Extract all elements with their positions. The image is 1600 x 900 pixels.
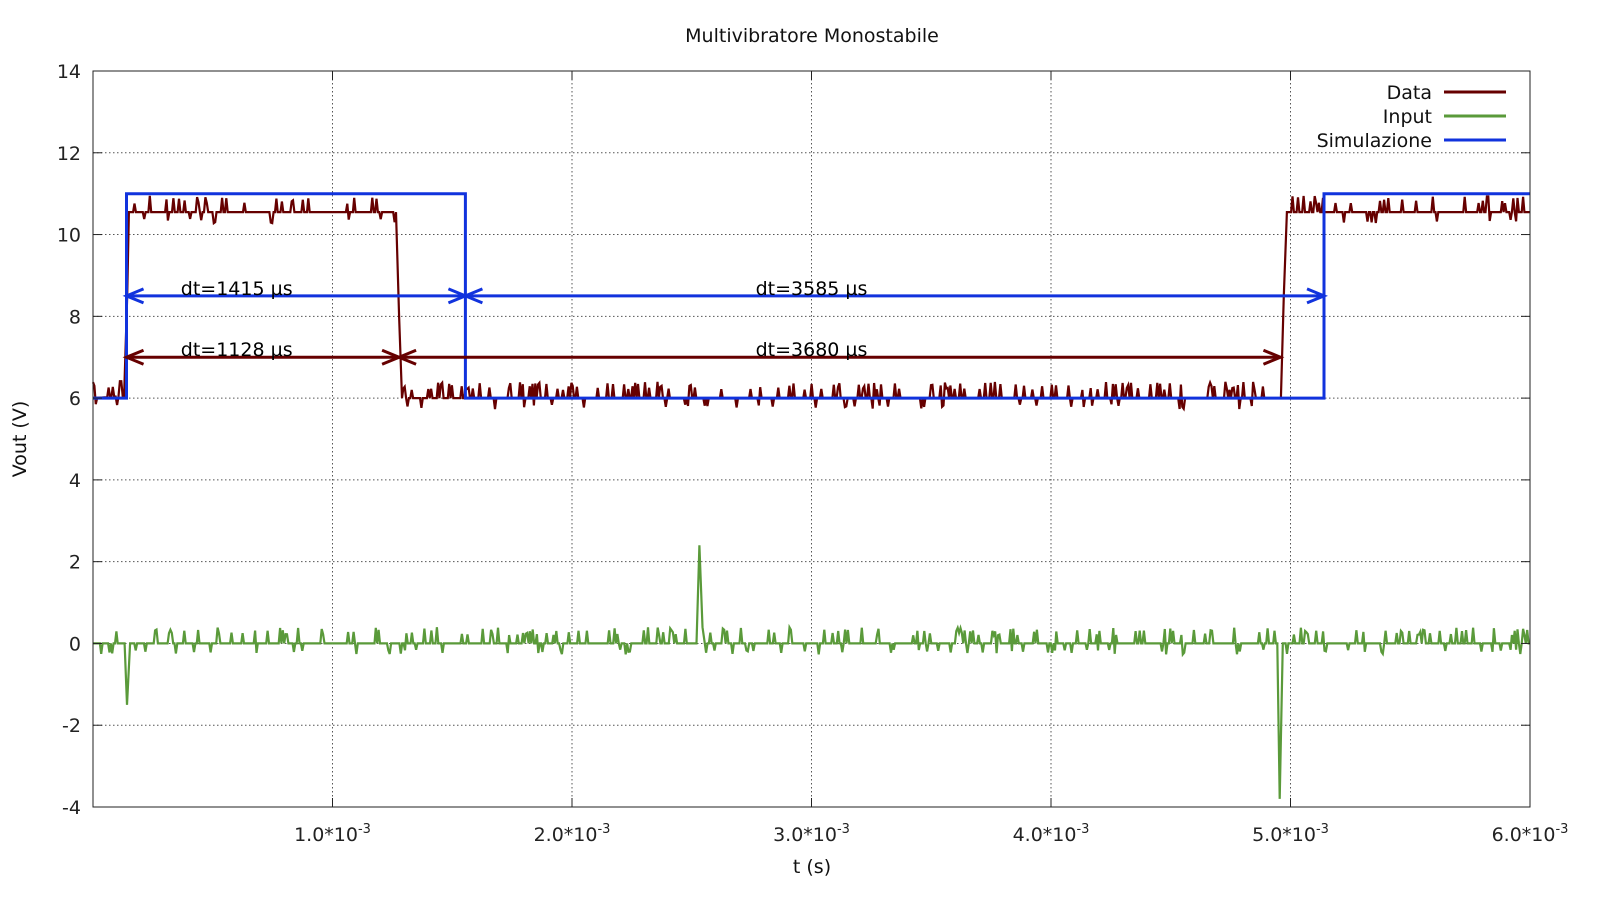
ticks: -4 -2 0 2 4 6 8 10 12 14 1.0*10-3 2.0*10-3 3.0*10-3 4… — [57, 61, 1569, 846]
y-tick-label: 10 — [57, 225, 81, 247]
y-tick-label: 4 — [69, 470, 81, 492]
annotation-label: dt=1415 µs — [181, 278, 293, 300]
y-tick-label: 0 — [69, 633, 81, 655]
y-tick-label: 6 — [69, 388, 81, 410]
legend-label: Simulazione — [1317, 130, 1432, 152]
x-axis-label: t (s) — [793, 856, 831, 878]
series-line-input — [93, 545, 1530, 799]
x-tick-label: 5.0*10-3 — [1252, 822, 1329, 846]
x-tick-label: 4.0*10-3 — [1013, 822, 1090, 846]
x-tick-label: 6.0*10-3 — [1492, 822, 1569, 846]
y-tick-label: -2 — [62, 715, 81, 737]
annotation-arrowhead — [122, 287, 145, 305]
annotations: dt=1415 µs dt=3585 µs dt=1128 µs dt=3680 µs — [122, 278, 1328, 366]
y-tick-label: 8 — [69, 306, 81, 328]
annotation-label: dt=3585 µs — [756, 278, 868, 300]
x-tick-label: 3.0*10-3 — [773, 822, 850, 846]
grid — [93, 71, 1530, 807]
x-tick-label: 1.0*10-3 — [294, 822, 371, 846]
annotation-arrowhead — [461, 287, 483, 305]
y-tick-label: 2 — [69, 552, 81, 574]
legend-label: Data — [1387, 82, 1432, 104]
annotation-arrowhead — [1306, 287, 1328, 305]
annotation-label: dt=1128 µs — [181, 339, 293, 361]
annotation-label: dt=3680 µs — [756, 339, 868, 361]
legend-label: Input — [1383, 106, 1432, 128]
y-tick-label: 12 — [57, 143, 81, 165]
annotation-arrowhead — [122, 348, 145, 366]
y-axis-label: Vout (V) — [9, 401, 31, 478]
chart-title: Multivibratore Monostabile — [685, 25, 939, 47]
x-tick-label: 2.0*10-3 — [534, 822, 611, 846]
y-tick-label: -4 — [62, 797, 81, 819]
annotation-arrowhead — [395, 348, 417, 366]
y-tick-label: 14 — [57, 61, 81, 83]
annotation-arrowhead — [1262, 348, 1285, 366]
